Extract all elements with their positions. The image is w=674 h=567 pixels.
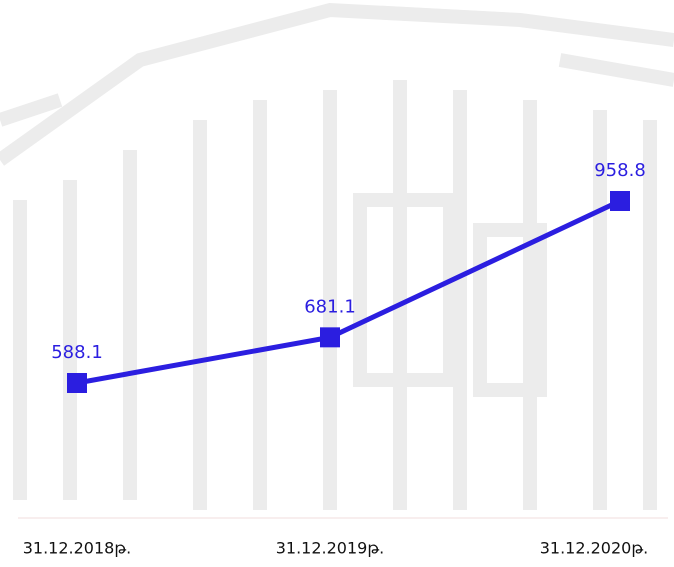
background-sketch (0, 2, 674, 510)
data-label: 958.8 (594, 160, 646, 181)
data-label: 588.1 (51, 342, 103, 363)
x-tick-label: 31.12.2020թ. (540, 539, 649, 558)
x-tick-label: 31.12.2018թ. (23, 539, 132, 558)
marker (67, 373, 87, 393)
marker (320, 327, 340, 348)
marker (610, 191, 630, 211)
x-tick-label: 31.12.2019թ. (276, 539, 385, 558)
data-label: 681.1 (304, 296, 356, 317)
